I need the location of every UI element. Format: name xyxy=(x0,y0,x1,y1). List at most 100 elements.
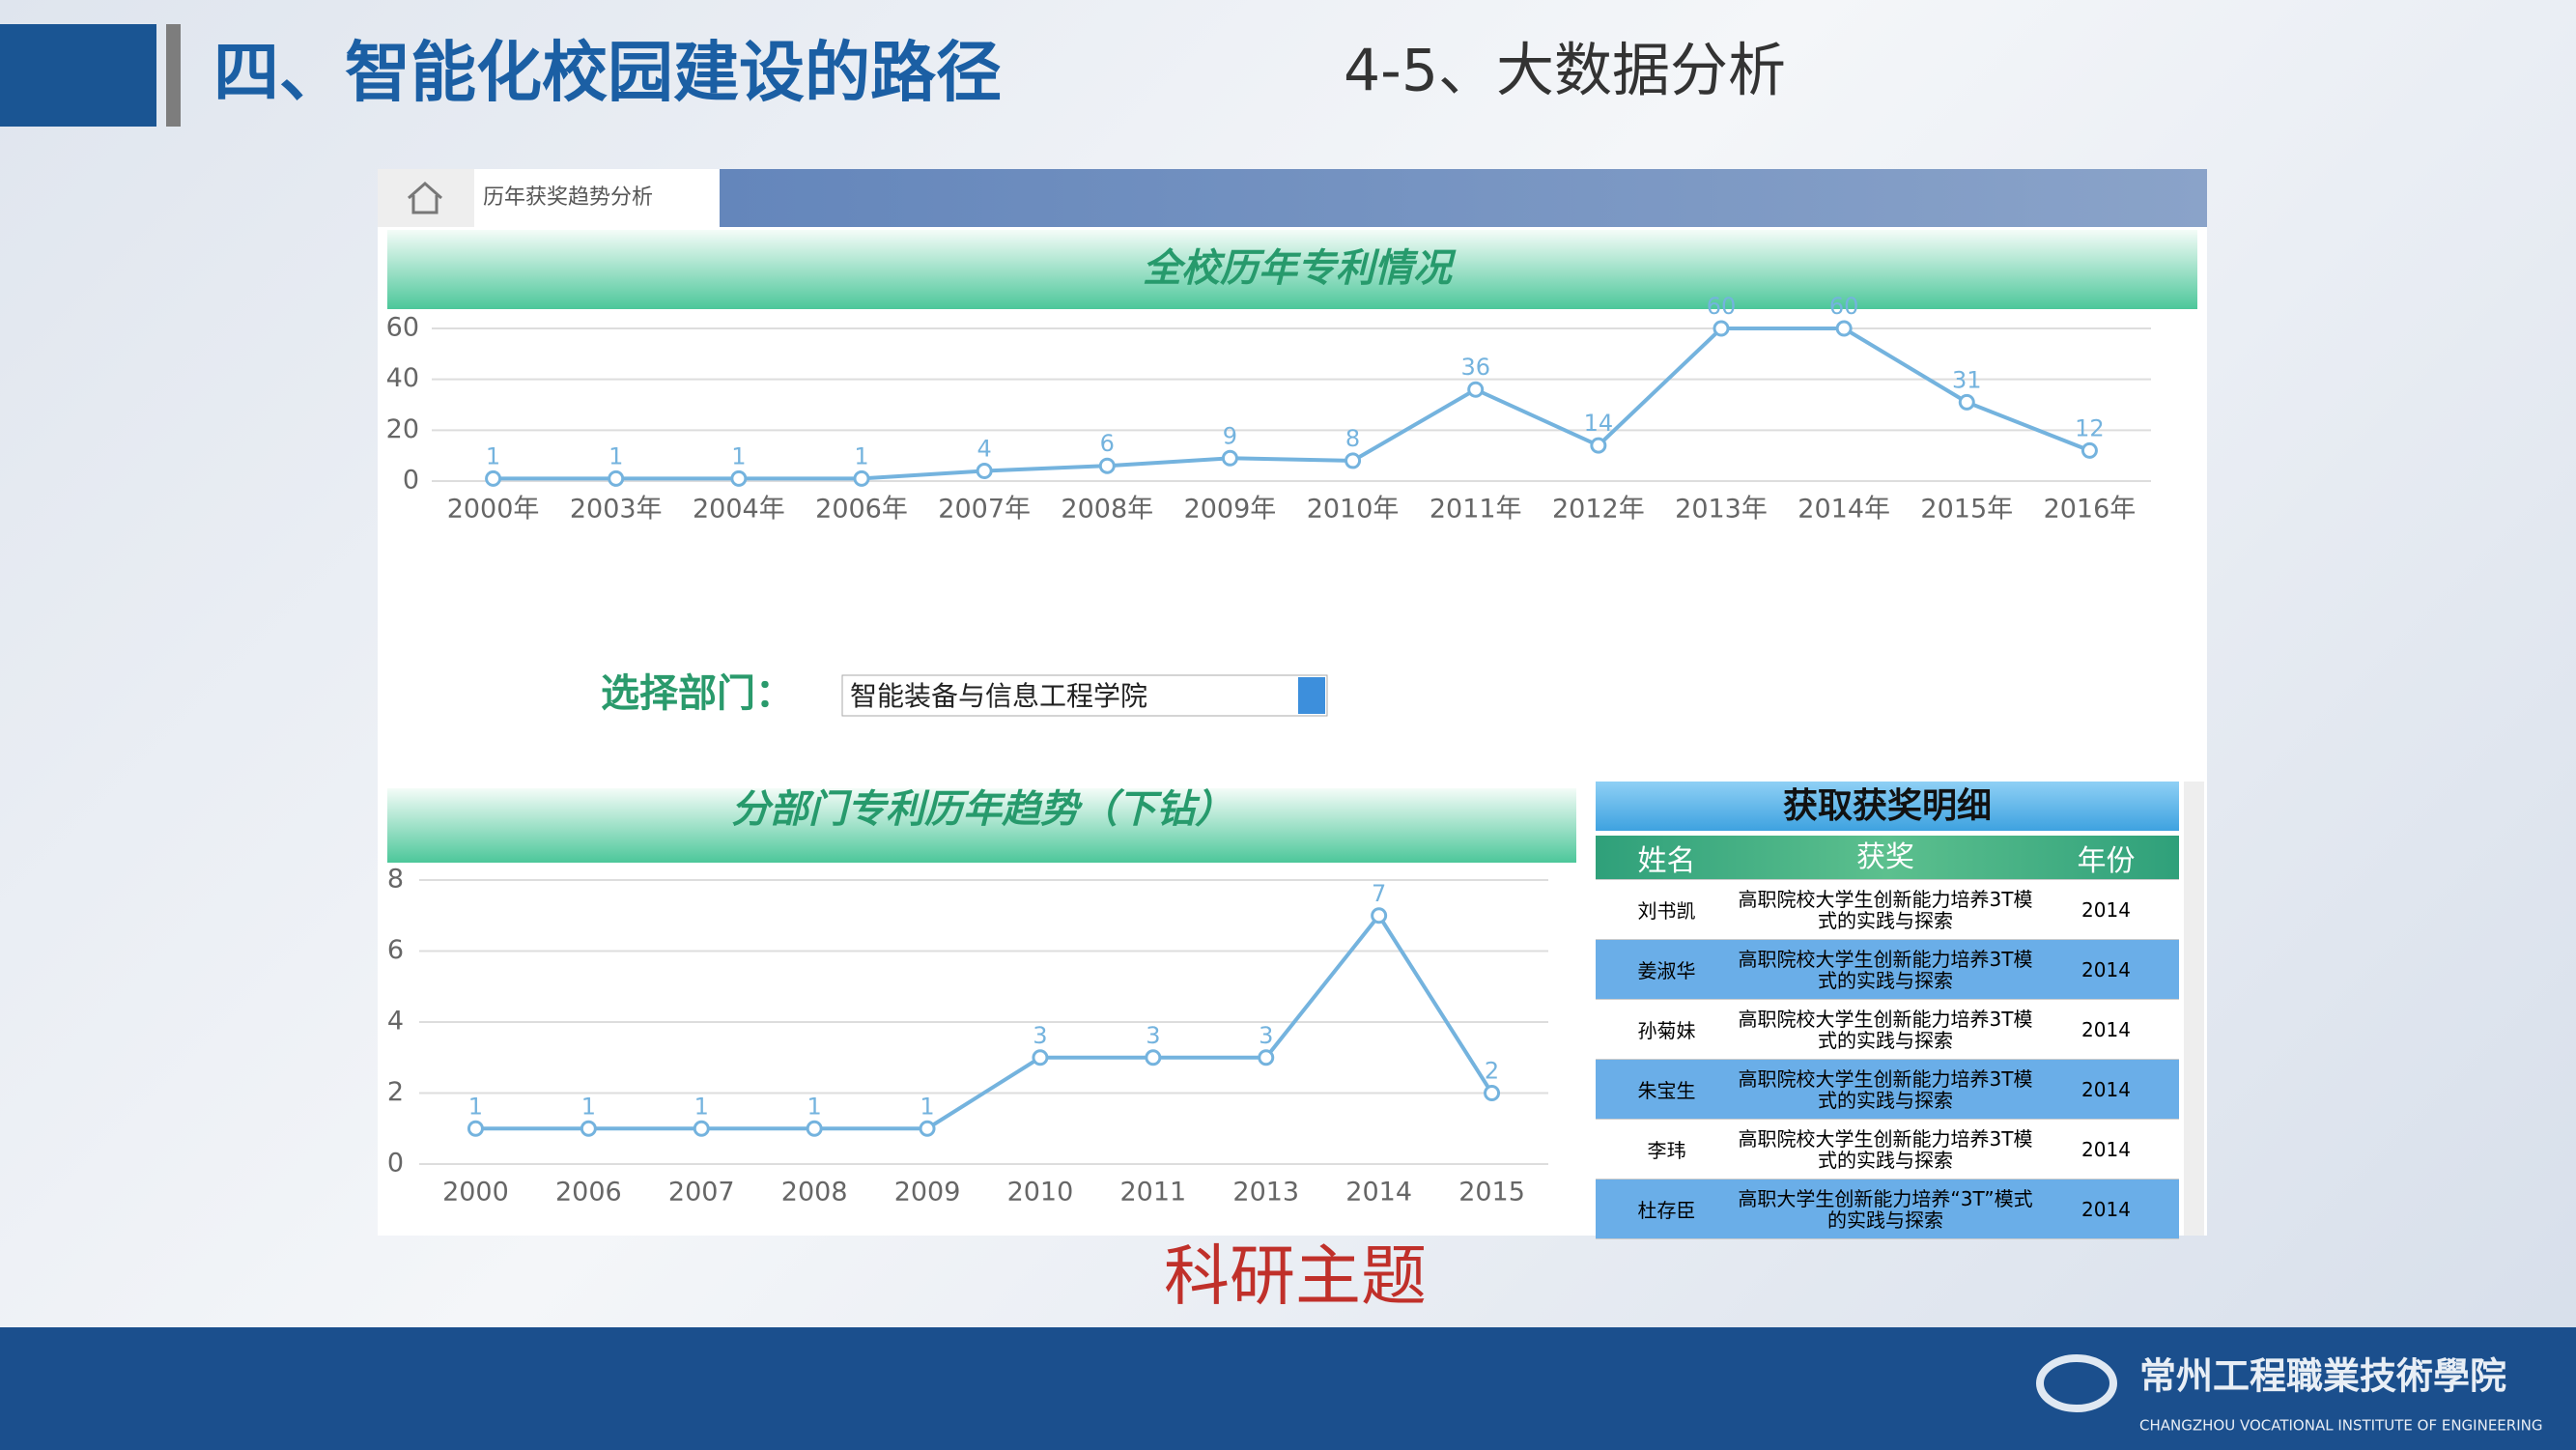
point xyxy=(1467,381,1485,398)
table-cell: 高职院校大学生创新能力培养3T模式的实践与探索 xyxy=(1738,1007,2033,1052)
data-label: 3 xyxy=(1033,1022,1047,1049)
table-row: 杜存臣 高职大学生创新能力培养“3T”模式的实践与探索 2014 xyxy=(1596,1180,2179,1239)
tab-bar xyxy=(720,169,2207,227)
x-tick-label: 2006 xyxy=(555,1178,622,1208)
point xyxy=(1221,449,1238,467)
table-cell: 2014 xyxy=(2081,1137,2131,1161)
point xyxy=(1032,1049,1049,1066)
chart-title: 分部门专利历年趋势（下钻） xyxy=(731,787,1233,832)
table-cell: 2014 xyxy=(2081,897,2131,922)
table-cell: 2014 xyxy=(2081,1077,2131,1101)
x-tick-label: 2010年 xyxy=(1307,495,1400,525)
point xyxy=(2081,441,2098,459)
y-tick-label: 8 xyxy=(387,865,404,895)
selector-box[interactable] xyxy=(841,674,1328,717)
data-label: 1 xyxy=(807,1093,822,1120)
table-cell: 李玮 xyxy=(1647,1139,1686,1162)
x-tick-label: 2010 xyxy=(1007,1178,1074,1208)
data-label: 3 xyxy=(1259,1022,1273,1049)
data-label: 4 xyxy=(977,435,992,462)
data-label: 2 xyxy=(1485,1058,1499,1085)
data-label: 6 xyxy=(1100,430,1115,457)
slide-subtitle: 4-5、大数据分析 xyxy=(1344,38,1786,105)
table-row: 姜淑华 高职院校大学生创新能力培养3T模式的实践与探索 2014 xyxy=(1596,940,2179,1000)
column-header: 获奖 xyxy=(1856,839,1914,874)
data-label: 1 xyxy=(581,1093,596,1120)
x-tick-label: 2012年 xyxy=(1552,495,1645,525)
data-label: 1 xyxy=(731,442,746,469)
y-tick-label: 0 xyxy=(403,466,419,496)
x-tick-label: 2004年 xyxy=(693,495,785,525)
x-tick-label: 2009 xyxy=(894,1178,961,1208)
table-cell: 2014 xyxy=(2081,957,2131,981)
column-header: 姓名 xyxy=(1637,843,1696,878)
table-cell: 高职院校大学生创新能力培养3T模式的实践与探索 xyxy=(1738,947,2033,992)
data-label: 1 xyxy=(486,442,500,469)
point xyxy=(1484,1085,1501,1101)
point xyxy=(608,469,625,487)
point xyxy=(806,1120,823,1137)
data-label: 1 xyxy=(854,442,868,469)
slide-title: 四、智能化校园建设的路径 xyxy=(213,36,1002,112)
selector-arrow[interactable] xyxy=(1298,677,1325,714)
x-tick-label: 2013 xyxy=(1232,1178,1299,1208)
table-cell: 高职大学生创新能力培养“3T”模式的实践与探索 xyxy=(1738,1186,2033,1232)
scrollbar[interactable] xyxy=(2184,782,2204,1236)
y-tick-label: 4 xyxy=(387,1007,404,1037)
chart-header xyxy=(387,230,2197,309)
x-tick-label: 2014年 xyxy=(1798,495,1890,525)
tab-label[interactable]: 历年获奖趋势分析 xyxy=(483,185,653,210)
table-title: 获取获奖明细 xyxy=(1596,782,2179,831)
y-tick-label: 20 xyxy=(386,414,419,444)
y-tick-label: 2 xyxy=(387,1077,404,1107)
school-name-en: CHANGZHOU VOCATIONAL INSTITUTE OF ENGINE… xyxy=(2139,1417,2542,1435)
y-tick-label: 0 xyxy=(387,1149,404,1179)
point xyxy=(1345,452,1362,469)
selector-label: 选择部门： xyxy=(601,670,794,716)
table-cell: 姜淑华 xyxy=(1637,959,1696,982)
data-label: 14 xyxy=(1584,410,1614,437)
table-cell: 2014 xyxy=(2081,1017,2131,1041)
home-icon xyxy=(408,181,442,214)
point xyxy=(1371,907,1388,924)
data-label: 9 xyxy=(1223,422,1237,449)
line xyxy=(475,912,1494,1131)
home-button[interactable] xyxy=(378,169,474,227)
point xyxy=(693,1120,710,1137)
table-cell: 高职院校大学生创新能力培养3T模式的实践与探索 xyxy=(1738,887,2033,932)
point xyxy=(1258,1049,1275,1066)
footer-band xyxy=(0,1327,2576,1450)
x-tick-label: 2000 xyxy=(442,1178,509,1208)
x-tick-label: 2013年 xyxy=(1675,495,1768,525)
data-label: 1 xyxy=(920,1093,934,1120)
x-tick-label: 2000年 xyxy=(447,495,540,525)
x-tick-label: 2006年 xyxy=(815,495,908,525)
column-header: 年份 xyxy=(2077,843,2136,878)
point xyxy=(485,469,502,487)
x-tick-label: 2008年 xyxy=(1061,495,1153,525)
table-cell: 朱宝生 xyxy=(1637,1079,1696,1102)
selector-value[interactable]: 智能装备与信息工程学院 xyxy=(850,680,1147,712)
x-tick-label: 2008 xyxy=(781,1178,848,1208)
data-label: 1 xyxy=(609,442,623,469)
point xyxy=(1145,1049,1162,1066)
x-tick-label: 2009年 xyxy=(1184,495,1277,525)
point xyxy=(1958,393,1975,411)
header-block xyxy=(0,24,156,127)
point xyxy=(1590,437,1607,454)
y-tick-label: 60 xyxy=(386,313,419,343)
header-divider xyxy=(166,24,181,127)
x-tick-label: 2011 xyxy=(1119,1178,1186,1208)
point xyxy=(1098,457,1116,474)
chart-header xyxy=(387,788,1576,863)
line xyxy=(493,327,2091,481)
point xyxy=(1713,320,1730,337)
x-tick-label: 2007 xyxy=(668,1178,735,1208)
table-cell: 孙菊妹 xyxy=(1637,1019,1696,1042)
data-label: 31 xyxy=(1952,366,1982,393)
y-tick-label: 40 xyxy=(386,363,419,393)
table-cell: 2014 xyxy=(2081,1197,2131,1221)
point xyxy=(1835,320,1853,337)
